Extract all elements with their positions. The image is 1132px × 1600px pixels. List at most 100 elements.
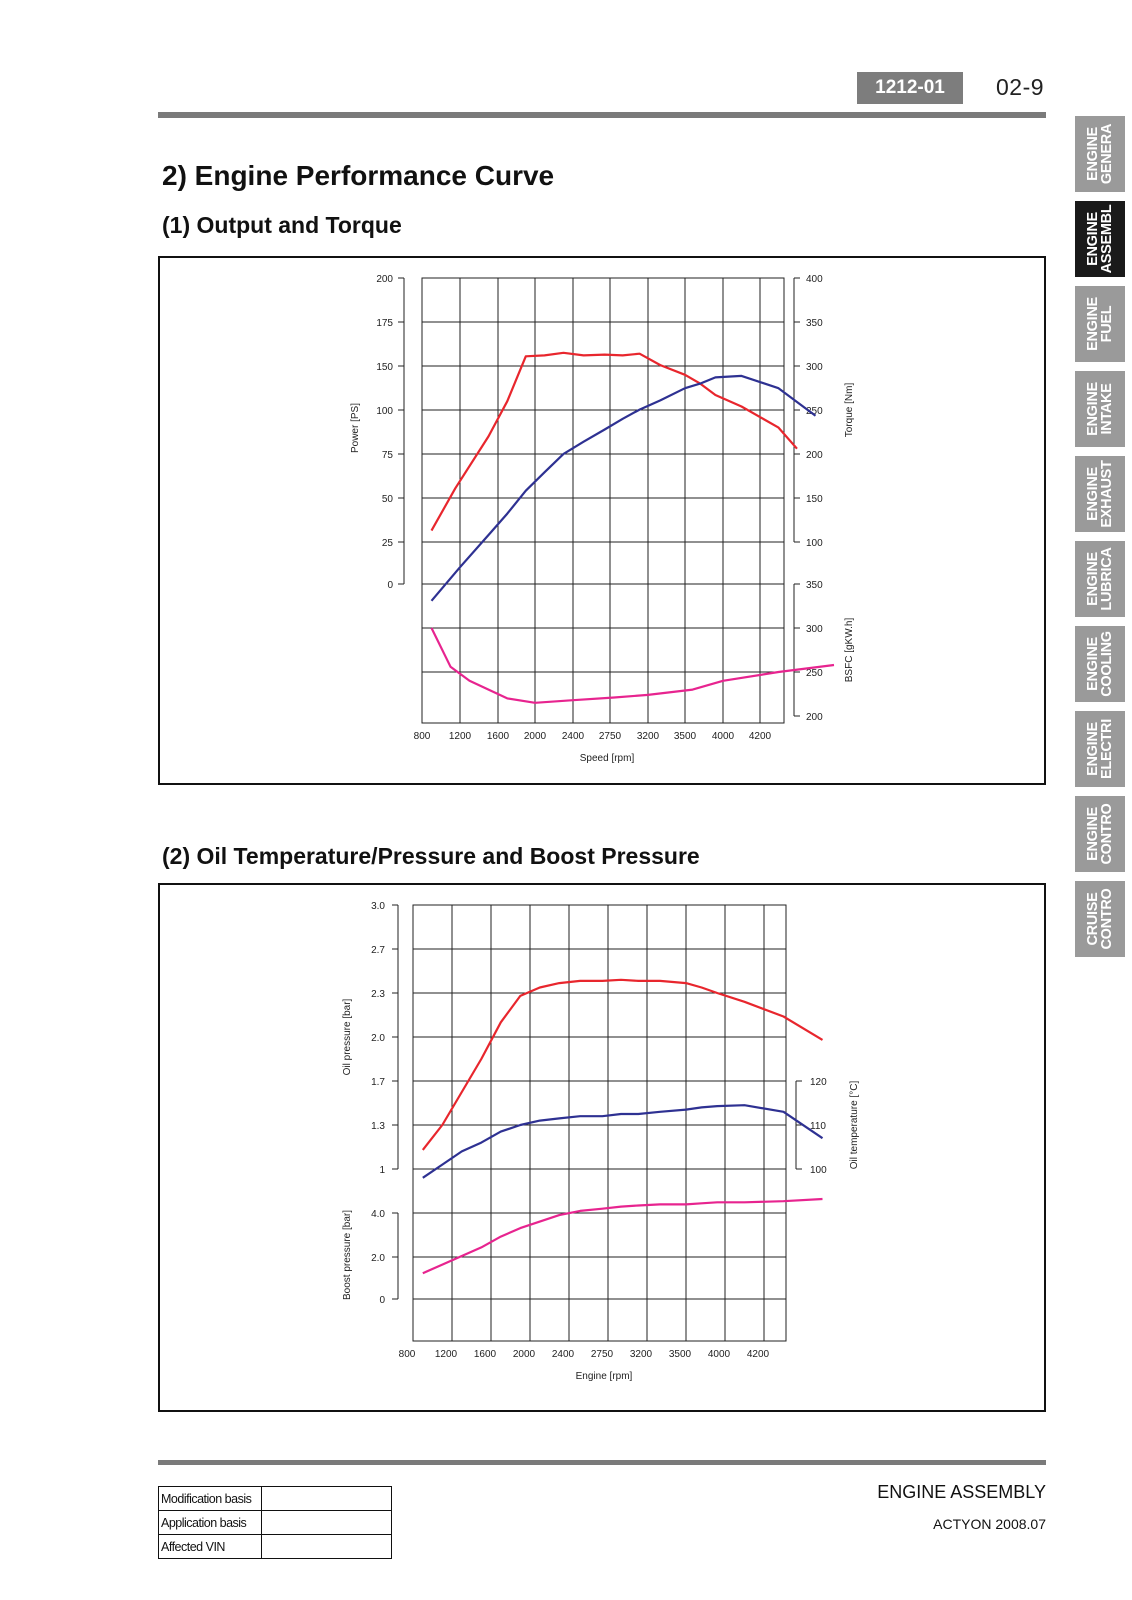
tab-engine-assembly[interactable]: ENGINE ASSEMBL bbox=[1075, 201, 1125, 277]
oil-pressure-curve bbox=[421, 978, 824, 1151]
x-tick-label: 800 bbox=[414, 731, 431, 742]
power-tick-label: 200 bbox=[376, 274, 393, 285]
power-tick-label: 75 bbox=[382, 450, 394, 461]
torque-tick-label: 250 bbox=[806, 406, 823, 417]
oil-temperature-curve bbox=[422, 1104, 824, 1179]
affected-vin-value bbox=[261, 1534, 392, 1559]
oil-boost-chart: 800 1200 1600 2000 2400 2750 3200 3500 4000 4200E… bbox=[342, 901, 860, 1382]
modification-basis-value bbox=[261, 1486, 392, 1511]
bsfc-axis-label: BSFC [gKW.h] bbox=[844, 618, 855, 683]
power-tick-label: 150 bbox=[376, 362, 393, 373]
torque-tick-label: 300 bbox=[806, 362, 823, 373]
oil-temp-tick-label: 110 bbox=[810, 1121, 826, 1132]
tab-engine-lubrication[interactable]: ENGINE LUBRICA bbox=[1075, 541, 1125, 617]
oil-pressure-tick-label: 2.3 bbox=[371, 989, 385, 1000]
x-tick-label: 2000 bbox=[513, 1349, 536, 1360]
power-curve bbox=[430, 374, 817, 602]
oil-temp-axis-label: Oil temperature [°C] bbox=[849, 1081, 860, 1170]
x-tick-label: 4200 bbox=[749, 731, 772, 742]
torque-tick-label: 150 bbox=[806, 494, 823, 505]
power-axis-label: Power [PS] bbox=[350, 403, 361, 453]
torque-tick-label: 400 bbox=[806, 274, 823, 285]
modification-basis-label: Modification basis bbox=[158, 1486, 262, 1511]
application-basis-label: Application basis bbox=[158, 1510, 262, 1535]
oil-pressure-axis-label: Oil pressure [bar] bbox=[342, 998, 353, 1075]
x-tick-label: 1200 bbox=[435, 1349, 458, 1360]
tab-engine-intake[interactable]: ENGINE INTAKE bbox=[1075, 371, 1125, 447]
tab-engine-fuel[interactable]: ENGINE FUEL bbox=[1075, 286, 1125, 362]
boost-axis-label: Boost pressure [bar] bbox=[342, 1210, 353, 1300]
oil-pressure-tick-label: 2.0 bbox=[371, 1033, 385, 1044]
power-tick-label: 50 bbox=[382, 494, 394, 505]
boost-tick-label: 0 bbox=[379, 1295, 385, 1306]
x-axis-label: Engine [rpm] bbox=[576, 1371, 633, 1382]
oil-pressure-tick-label: 1 bbox=[379, 1165, 385, 1176]
bsfc-tick-label: 300 bbox=[806, 624, 823, 635]
bsfc-tick-label: 200 bbox=[806, 712, 823, 723]
boost-pressure-curve bbox=[422, 1197, 823, 1275]
page-number: 02-9 bbox=[996, 74, 1045, 100]
x-tick-label: 800 bbox=[399, 1349, 416, 1360]
x-tick-label: 1200 bbox=[449, 731, 472, 742]
footer-subtitle: ACTYON 2008.07 bbox=[933, 1516, 1046, 1532]
x-tick-label: 3200 bbox=[637, 731, 660, 742]
x-tick-label: 4000 bbox=[708, 1349, 731, 1360]
application-basis-value bbox=[261, 1510, 392, 1535]
tab-engine-exhaust[interactable]: ENGINE EXHAUST bbox=[1075, 456, 1125, 532]
torque-tick-label: 200 bbox=[806, 450, 823, 461]
x-tick-label: 3200 bbox=[630, 1349, 653, 1360]
x-tick-label: 4000 bbox=[712, 731, 735, 742]
torque-curve bbox=[430, 351, 798, 532]
oil-pressure-tick-label: 3.0 bbox=[371, 901, 385, 912]
output-torque-chart-frame: 800 1200 1600 2000 2400 2750 3200 3500 4000 4200 S… bbox=[158, 256, 1046, 785]
x-tick-label: 3500 bbox=[674, 731, 697, 742]
x-tick-label: 3500 bbox=[669, 1349, 692, 1360]
power-tick-label: 175 bbox=[376, 318, 393, 329]
boost-tick-label: 4.0 bbox=[371, 1209, 385, 1220]
tab-engine-general[interactable]: ENGINE GENERA bbox=[1075, 116, 1125, 192]
top-divider bbox=[158, 112, 1046, 118]
x-tick-label: 2400 bbox=[552, 1349, 575, 1360]
bottom-divider bbox=[158, 1460, 1046, 1465]
x-tick-label: 4200 bbox=[747, 1349, 770, 1360]
table-row: Modification basis bbox=[158, 1486, 392, 1511]
power-tick-label: 100 bbox=[376, 406, 393, 417]
subsection-title-output-torque: (1) Output and Torque bbox=[162, 212, 402, 238]
footer-title: ENGINE ASSEMBLY bbox=[877, 1482, 1046, 1502]
x-tick-label: 2000 bbox=[524, 731, 547, 742]
bsfc-tick-label: 250 bbox=[806, 668, 823, 679]
x-tick-label: 2750 bbox=[599, 731, 622, 742]
oil-temp-tick-label: 120 bbox=[810, 1077, 827, 1088]
power-tick-label: 25 bbox=[382, 538, 394, 549]
subsection-title-oil-boost: (2) Oil Temperature/Pressure and Boost P… bbox=[162, 843, 700, 869]
tab-engine-cooling[interactable]: ENGINE COOLING bbox=[1075, 626, 1125, 702]
x-tick-label: 2750 bbox=[591, 1349, 614, 1360]
oil-pressure-tick-label: 1.3 bbox=[371, 1121, 385, 1132]
bsfc-curve bbox=[430, 627, 835, 704]
output-torque-chart: 800 1200 1600 2000 2400 2750 3200 3500 4000 4200S… bbox=[350, 274, 855, 764]
table-row: Affected VIN bbox=[158, 1534, 392, 1559]
plot-area bbox=[421, 277, 785, 724]
torque-tick-label: 100 bbox=[806, 538, 823, 549]
bsfc-tick-label: 350 bbox=[806, 580, 823, 591]
x-tick-label: 1600 bbox=[474, 1349, 497, 1360]
oil-boost-chart-frame: 800 1200 1600 2000 2400 2750 3200 3500 4000 4200 E… bbox=[158, 883, 1046, 1412]
plot-area bbox=[412, 904, 787, 1342]
torque-axis-label: Torque [Nm] bbox=[844, 383, 855, 438]
x-tick-label: 2400 bbox=[562, 731, 585, 742]
tab-cruise-control[interactable]: CRUISE CONTRO bbox=[1075, 881, 1125, 957]
torque-tick-label: 350 bbox=[806, 318, 823, 329]
oil-pressure-tick-label: 1.7 bbox=[371, 1077, 385, 1088]
tab-engine-electrical[interactable]: ENGINE ELECTRI bbox=[1075, 711, 1125, 787]
tab-engine-control[interactable]: ENGINE CONTRO bbox=[1075, 796, 1125, 872]
boost-tick-label: 2.0 bbox=[371, 1253, 385, 1264]
document-code-badge: 1212-01 bbox=[857, 72, 963, 104]
section-title: 2) Engine Performance Curve bbox=[162, 160, 555, 191]
x-axis-label: Speed [rpm] bbox=[580, 753, 635, 764]
oil-temp-tick-label: 100 bbox=[810, 1165, 827, 1176]
power-tick-label: 0 bbox=[387, 580, 393, 591]
x-tick-label: 1600 bbox=[487, 731, 510, 742]
modification-table: Modification basis Application basis Aff… bbox=[158, 1486, 392, 1559]
affected-vin-label: Affected VIN bbox=[158, 1534, 262, 1559]
table-row: Application basis bbox=[158, 1510, 392, 1535]
